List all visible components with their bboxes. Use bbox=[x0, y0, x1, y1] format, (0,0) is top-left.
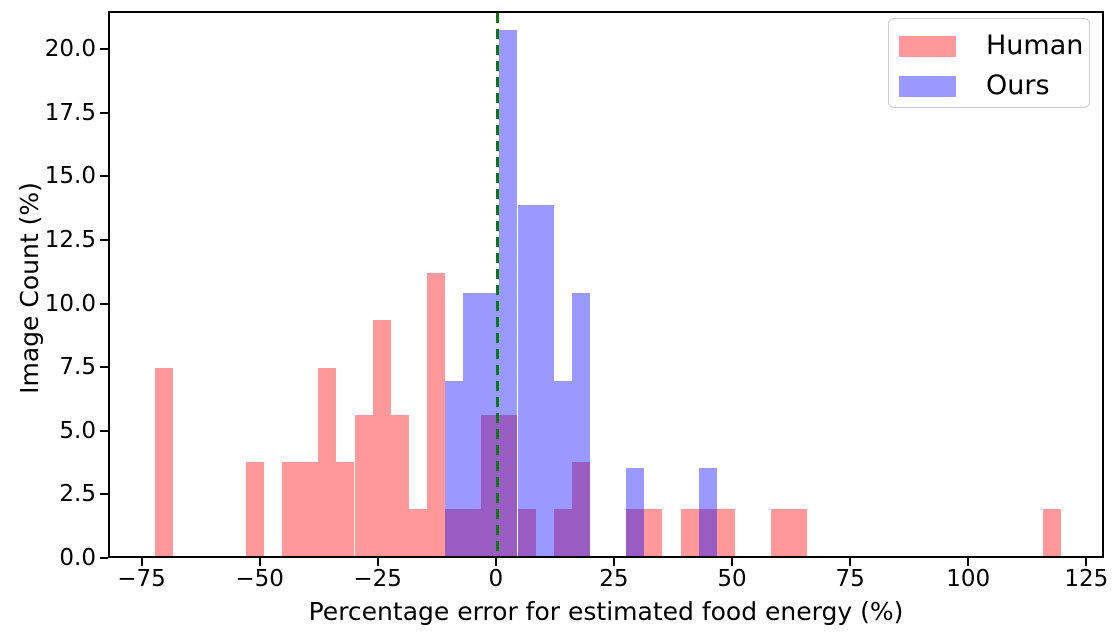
bar-ours bbox=[698, 468, 717, 556]
bar-human bbox=[716, 508, 735, 556]
x-tick-label: 100 bbox=[946, 566, 991, 592]
bar-human bbox=[354, 414, 373, 556]
y-tick bbox=[100, 239, 108, 241]
bar-human bbox=[282, 461, 301, 556]
y-tick-label: 5.0 bbox=[59, 417, 96, 444]
bar-human bbox=[680, 508, 699, 556]
legend-entry-human: Human bbox=[899, 29, 1083, 63]
bar-ours bbox=[553, 380, 572, 556]
bar-ours bbox=[445, 380, 464, 556]
y-axis-label: Image Count (%) bbox=[15, 182, 44, 394]
bar-human bbox=[499, 414, 518, 556]
x-tick-label: 50 bbox=[717, 566, 747, 592]
bar-ours bbox=[463, 292, 482, 556]
y-tick bbox=[100, 429, 108, 432]
x-tick bbox=[731, 558, 733, 566]
legend-label-human: Human bbox=[986, 30, 1084, 61]
bar-human bbox=[698, 508, 717, 556]
bar-human bbox=[1042, 508, 1061, 556]
bar-human bbox=[481, 414, 500, 556]
bar-ours bbox=[499, 29, 518, 556]
x-tick bbox=[1085, 558, 1088, 566]
ours-color-swatch bbox=[899, 75, 956, 97]
bar-human bbox=[245, 461, 264, 556]
bar-ours bbox=[517, 205, 536, 556]
bar-human bbox=[155, 367, 174, 556]
legend-entry-ours: Ours bbox=[899, 69, 1050, 103]
bar-human bbox=[318, 367, 337, 556]
x-tick-label: 25 bbox=[599, 566, 629, 592]
legend-label-ours: Ours bbox=[986, 70, 1050, 101]
y-tick-label: 0.0 bbox=[59, 545, 96, 571]
bar-human bbox=[789, 508, 808, 556]
bar-human bbox=[427, 273, 446, 556]
x-tick-label: −25 bbox=[353, 566, 402, 592]
x-axis-label: Percentage error for estimated food ener… bbox=[308, 597, 904, 626]
x-tick-label: 125 bbox=[1064, 566, 1109, 592]
x-tick bbox=[258, 558, 261, 566]
bar-human bbox=[571, 461, 590, 556]
x-tick-label: −75 bbox=[117, 566, 166, 592]
bar-ours bbox=[571, 292, 590, 556]
bar-human bbox=[300, 461, 319, 556]
zero-error-reference-line bbox=[496, 13, 500, 556]
y-tick-label: 7.5 bbox=[59, 354, 96, 381]
bar-ours bbox=[626, 468, 645, 556]
x-tick-label: −50 bbox=[235, 566, 284, 592]
x-tick bbox=[967, 558, 970, 566]
y-tick bbox=[100, 302, 108, 305]
x-tick-label: 75 bbox=[835, 566, 865, 592]
human-color-swatch bbox=[899, 35, 956, 57]
y-tick bbox=[100, 111, 108, 114]
bar-human bbox=[372, 320, 391, 556]
x-tick bbox=[612, 558, 615, 566]
y-tick bbox=[100, 175, 108, 178]
y-tick-label: 20.0 bbox=[44, 36, 96, 63]
x-tick bbox=[140, 558, 143, 566]
bar-human bbox=[336, 461, 355, 556]
bar-ours bbox=[535, 205, 554, 556]
x-tick bbox=[494, 558, 497, 566]
bar-human bbox=[517, 508, 536, 556]
y-tick-label: 12.5 bbox=[44, 227, 96, 253]
y-tick-label: 17.5 bbox=[44, 99, 96, 126]
bar-human bbox=[626, 508, 645, 556]
y-tick bbox=[100, 493, 108, 496]
y-tick bbox=[100, 557, 108, 559]
x-tick-label: 0 bbox=[488, 566, 504, 592]
bar-human bbox=[644, 508, 663, 556]
bar-human bbox=[771, 508, 790, 556]
y-tick-label: 15.0 bbox=[44, 163, 96, 190]
y-tick-label: 10.0 bbox=[44, 290, 96, 317]
x-tick bbox=[376, 558, 379, 566]
bar-human bbox=[553, 508, 572, 556]
legend: Human Ours bbox=[888, 18, 1090, 108]
bar-human bbox=[463, 508, 482, 556]
y-tick bbox=[100, 48, 108, 51]
y-tick bbox=[100, 366, 108, 369]
y-tick-label: 2.5 bbox=[59, 481, 96, 508]
bar-human bbox=[445, 508, 464, 556]
bar-ours bbox=[481, 292, 500, 556]
bar-human bbox=[390, 414, 409, 556]
bar-human bbox=[408, 508, 427, 556]
x-tick bbox=[849, 558, 852, 566]
